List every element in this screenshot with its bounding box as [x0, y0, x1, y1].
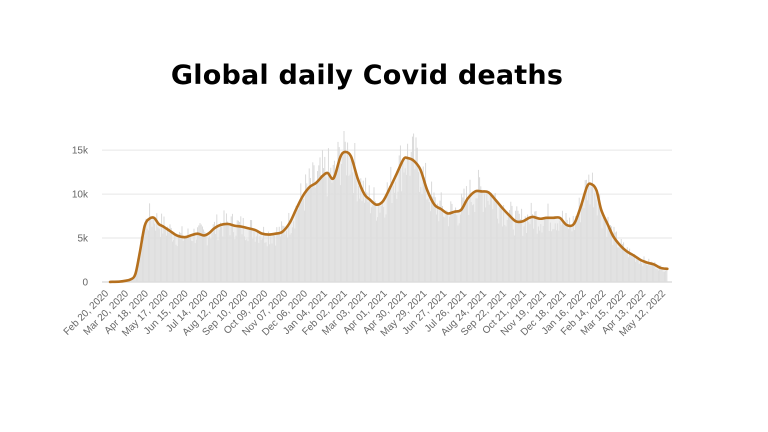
y-tick-label: 10k	[72, 190, 89, 201]
y-tick-label: 0	[82, 278, 88, 289]
y-tick-label: 15k	[72, 146, 89, 157]
y-axis-ticks: 0 5k 10k 15k	[72, 146, 89, 289]
series-line	[108, 150, 669, 284]
y-tick-label: 5k	[77, 234, 89, 245]
area-fill	[110, 151, 668, 282]
chart-title: Global daily Covid deaths	[170, 60, 564, 91]
